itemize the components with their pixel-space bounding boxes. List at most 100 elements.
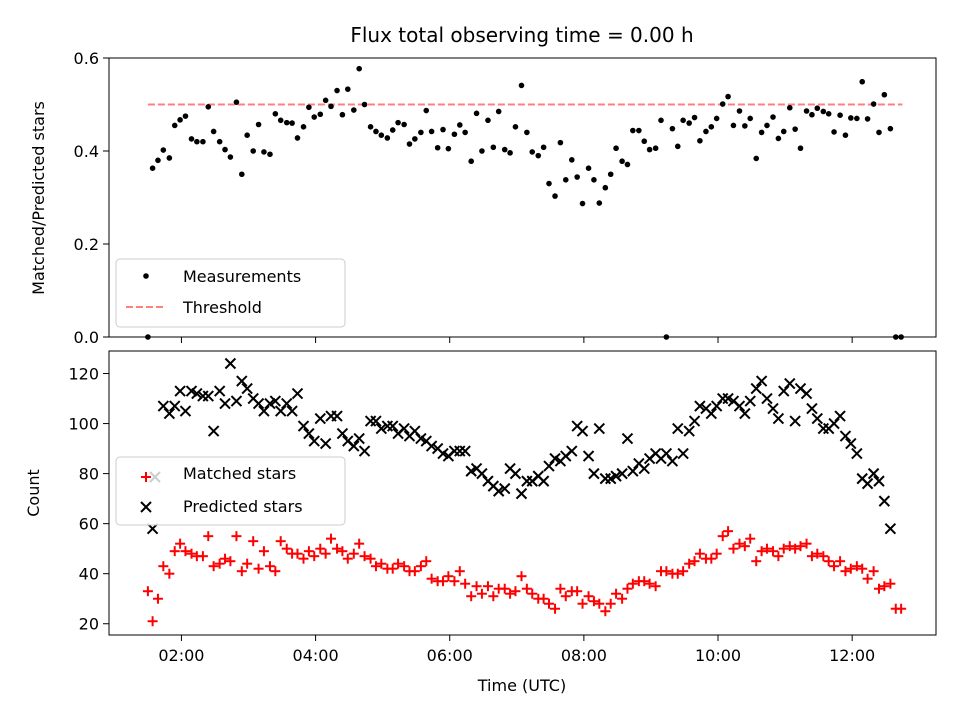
predicted-star-point [291,387,304,400]
matched-star-point [812,548,823,559]
predicted-star-point [616,467,628,480]
matched-star-point [622,583,633,594]
measurement-point [825,111,832,117]
predicted-star-point [677,447,689,460]
matched-star-point [543,598,554,609]
matched-star-point [147,616,158,627]
bottom-y-tick-label: 40 [79,565,99,584]
measurement-point [239,171,245,178]
predicted-star-point [297,420,310,432]
predicted-star-point [269,395,282,407]
predicted-star-point [610,470,622,482]
matched-star-point [214,558,225,569]
matched-star-point [231,531,242,542]
predicted-star-point [336,427,349,440]
matched-star-point [197,551,208,562]
measurement-point [277,117,284,124]
top-y-tick-label: 0.6 [74,49,99,68]
predicted-star-point [454,445,466,457]
measurement-point [495,108,502,115]
top-legend: Measurements Threshold [115,258,346,328]
predicted-star-point [448,445,461,457]
predicted-star-point [308,435,320,447]
measurement-point [747,115,754,122]
predicted-star-point [884,522,897,535]
matched-star-point [164,568,175,579]
predicted-star-point [761,392,773,405]
legend-threshold-label: Threshold [182,298,262,317]
measurement-point [468,158,474,165]
matched-star-point [778,543,789,554]
matched-star-point [773,551,784,562]
predicted-star-point [358,445,371,457]
measurement-point [334,87,340,94]
measurement-point [267,151,273,158]
predicted-star-point [828,417,840,430]
matched-star-point [365,553,376,564]
measurements-series [145,65,904,340]
predicted-star-point [755,375,768,387]
predicted-star-point [207,425,220,437]
matched-star-point [550,603,561,614]
matched-star-point [583,591,594,602]
chart-title: Flux total observing time = 0.00 h [350,23,693,47]
x-tick-label: 12:00 [829,646,875,665]
matched-star-point [258,546,269,557]
legend-measurements-marker [143,273,149,279]
predicted-star-point [157,400,170,412]
measurement-point [412,136,418,142]
measurement-point [753,155,760,162]
measurement-point [859,78,866,85]
measurement-point [378,132,385,138]
predicted-star-point [258,405,270,417]
measurement-point [356,65,362,72]
measurement-point [462,129,468,136]
predicted-star-point [599,472,612,485]
matched-star-point [611,588,622,599]
measurement-point [210,128,217,135]
matched-star-point [393,558,404,569]
measurement-point [177,117,183,123]
measurement-point [887,125,894,132]
measurement-point [680,117,686,124]
matched-star-point [443,571,454,582]
measurement-point [708,124,715,130]
matched-star-point [555,583,566,594]
matched-star-point [706,553,717,564]
predicted-star-point [353,432,365,445]
matched-star-point [460,578,471,589]
predicted-star-point [303,427,315,440]
measurement-point [479,148,485,154]
measurement-point [216,138,223,145]
predicted-star-point [811,412,823,425]
matched-star-point [734,538,745,549]
measurement-point [713,115,720,122]
matched-star-point [359,551,370,562]
measurement-point [579,200,586,207]
measurement-point [261,149,267,155]
measurement-point [322,97,329,104]
matched-star-point [560,591,571,602]
measurement-point [646,146,653,153]
predicted-star-point [789,415,801,427]
matched-star-point [751,556,762,567]
matched-star-point [594,598,605,609]
matched-star-point [186,548,197,559]
top-plot: 0.0 0.2 0.4 0.6 Matched/Predicted stars Mea… [29,49,937,347]
measurement-point [636,127,642,134]
predicted-star-point [398,422,410,435]
matched-star-point [600,606,611,617]
measurement-point [831,129,837,135]
predicted-star-point [163,407,176,420]
measurement-point [613,145,619,152]
predicted-star-point [224,357,237,370]
measurement-point [792,126,798,132]
legend-predicted-marker [140,501,152,513]
predicted-star-point [672,422,684,435]
matched-star-point [438,576,449,587]
measurement-point [233,99,240,105]
predicted-star-point [370,415,382,427]
matched-star-point [426,573,437,584]
measurement-point [306,104,312,111]
matched-star-point [142,586,153,597]
